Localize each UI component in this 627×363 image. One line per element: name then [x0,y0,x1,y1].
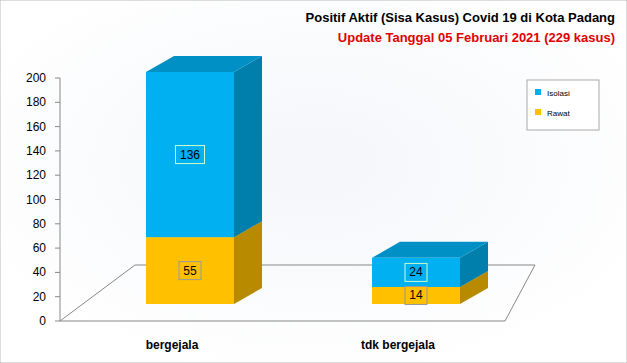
legend-swatch [535,89,541,95]
legend-swatch [535,109,541,115]
y-tick-label: 0 [39,314,46,328]
data-label: 14 [409,288,423,302]
data-label: 55 [183,264,197,278]
y-tick [55,126,60,127]
bars [146,56,488,304]
legend: Isolasi Rawat [527,80,599,130]
y-tick [55,78,60,79]
label-box [405,286,427,304]
y-tick-label: 140 [26,144,46,158]
y-tick [55,102,60,103]
label-box [176,146,205,164]
label-box [179,262,201,280]
y-tick [55,272,60,273]
y-tick-label: 200 [26,71,46,85]
bar-segment [372,242,488,287]
bar-segment [146,56,262,237]
y-tick-label: 160 [26,120,46,134]
y-tick [55,150,60,151]
label-box [405,263,427,281]
y-tick-label: 40 [33,265,47,279]
y-tick-label: 60 [33,241,47,255]
data-label: 136 [180,148,200,162]
data-label: 24 [409,265,423,279]
chart: 0 20 40 60 80 100 120 140 160 180 200 55 136 14 24 berg… [0,0,627,363]
legend-label: Rawat [547,109,570,118]
y-tick-label: 100 [26,193,46,207]
labels: 55 136 14 24 [176,146,428,305]
y-tick [55,321,60,322]
y-tick-label: 20 [33,290,47,304]
title: Positif Aktif (Sisa Kasus) Covid 19 di K… [306,10,615,25]
background [0,0,627,363]
x-tick-label: bergejala [146,338,199,352]
y-tick-label: 80 [33,217,47,231]
subtitle: Update Tanggal 05 Februari 2021 (229 kas… [338,30,615,45]
y-tick [55,199,60,200]
y-tick [55,175,60,176]
y-tick [55,223,60,224]
x-tick-label: tdk bergejala [361,338,435,352]
y-tick [55,248,60,249]
y-tick-label: 120 [26,168,46,182]
y-tick [55,296,60,297]
legend-label: Isolasi [547,89,570,98]
y-tick-label: 180 [26,95,46,109]
